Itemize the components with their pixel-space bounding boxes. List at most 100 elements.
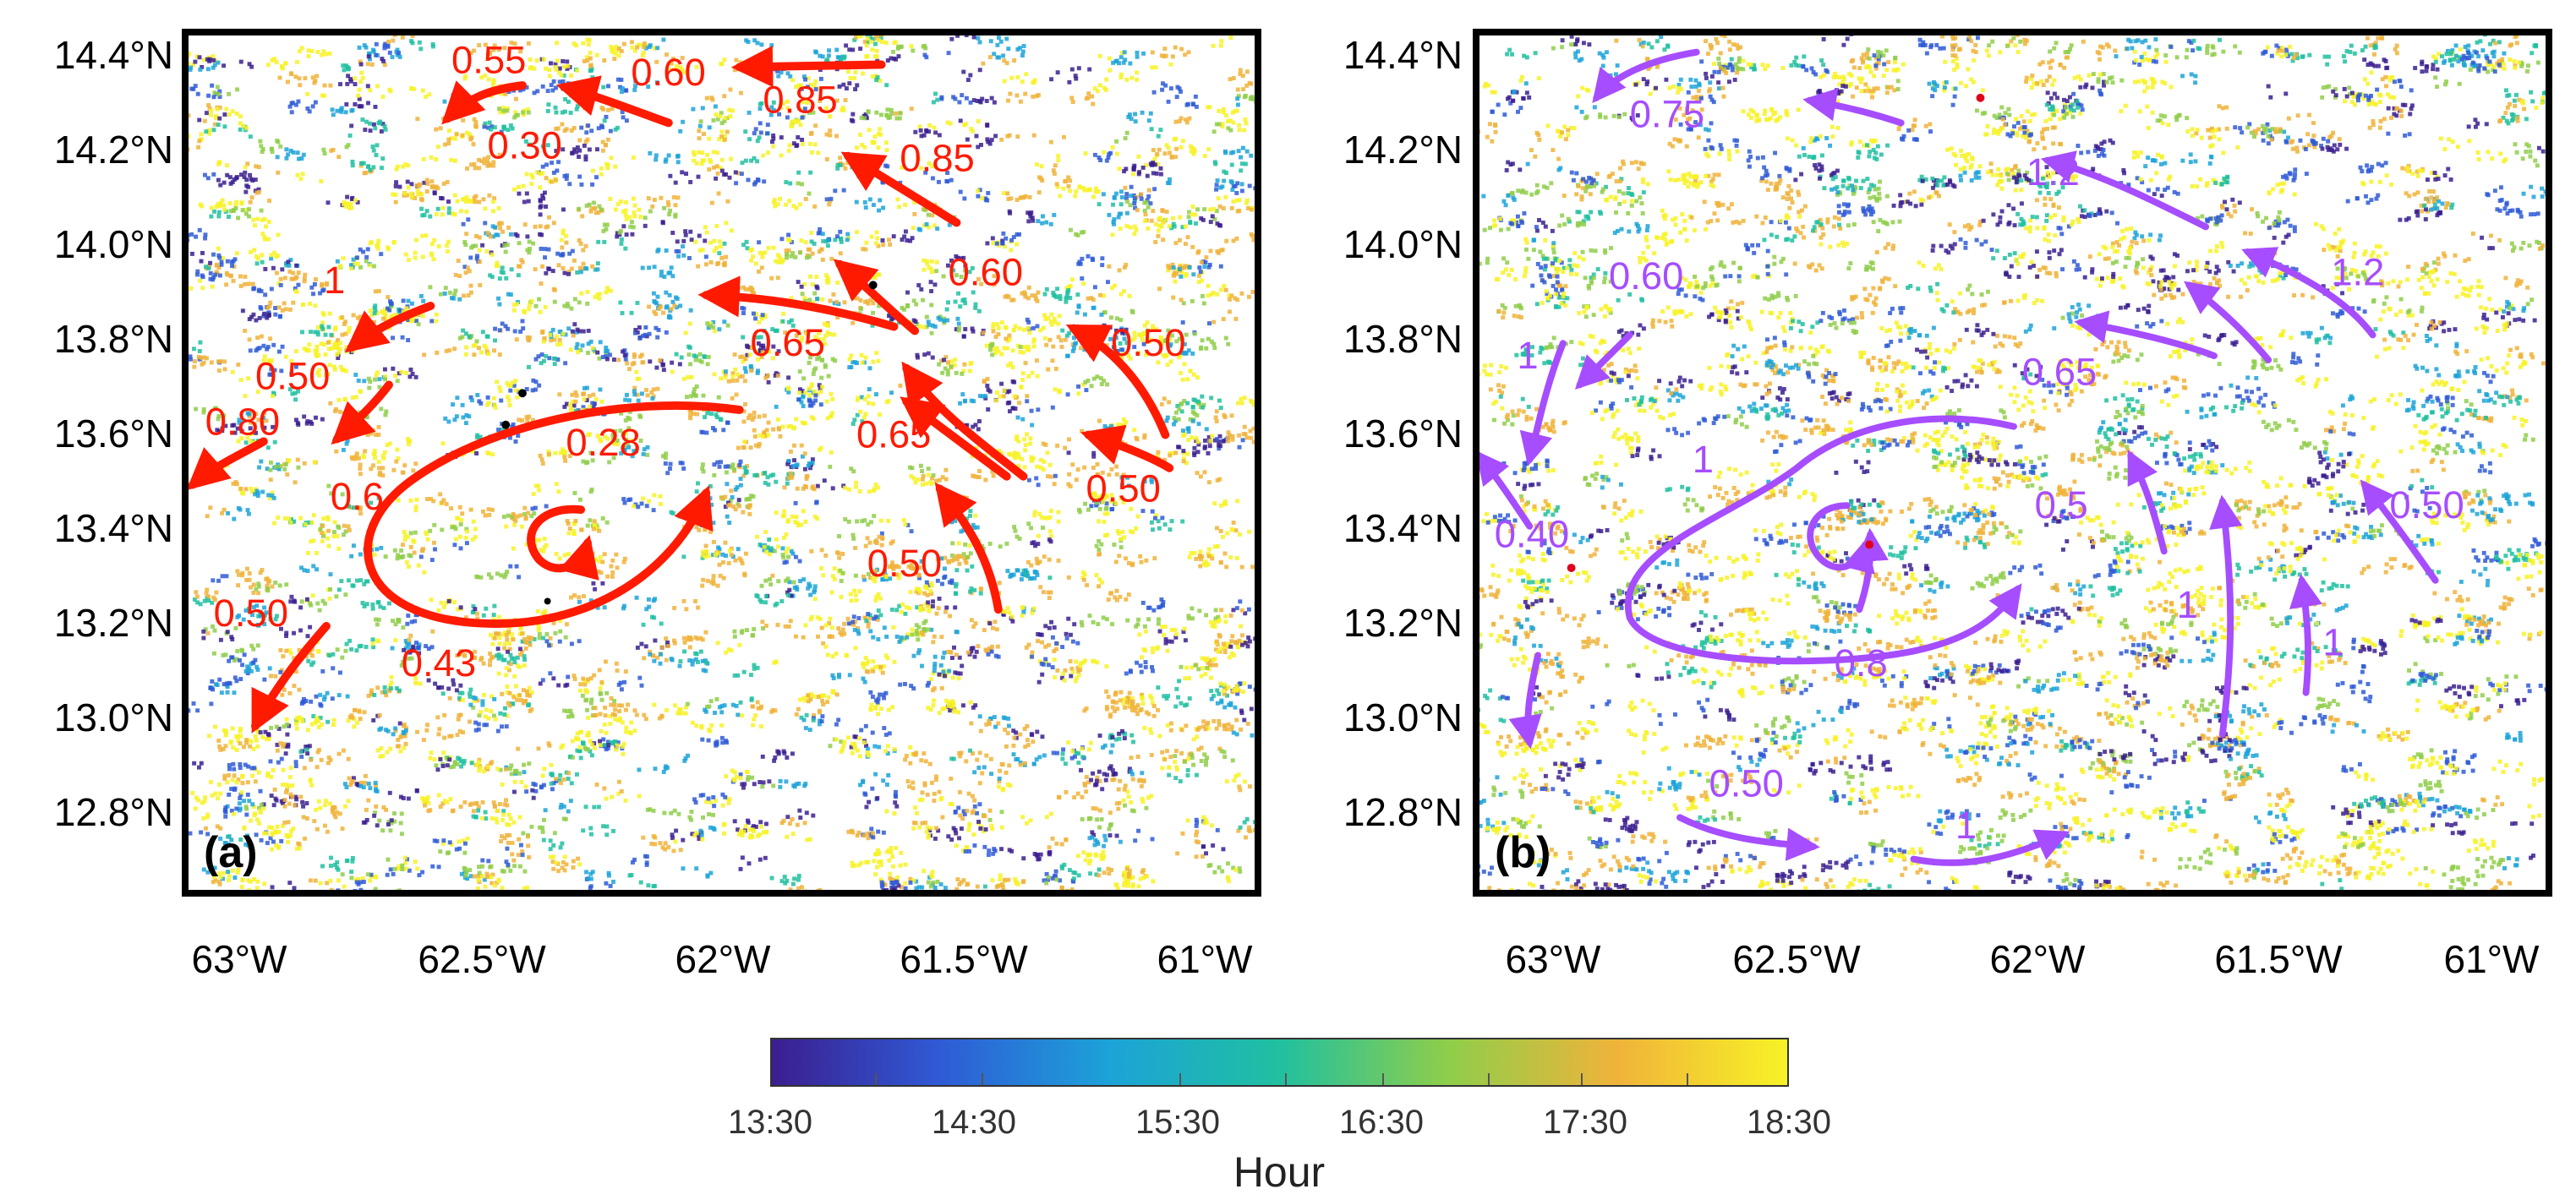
lightning-dot xyxy=(289,72,294,77)
lightning-dot xyxy=(1222,499,1228,504)
lightning-dot xyxy=(984,99,989,103)
lightning-dot xyxy=(524,789,529,794)
lightning-dot xyxy=(602,58,607,63)
lightning-dot xyxy=(662,275,667,279)
lightning-dot xyxy=(284,788,289,792)
lightning-dot xyxy=(1080,755,1086,760)
lightning-dot xyxy=(784,779,789,784)
lightning-dot xyxy=(1057,314,1062,319)
lightning-dot xyxy=(732,819,737,824)
lightning-dot xyxy=(255,879,260,884)
lightning-dot xyxy=(251,582,256,587)
lightning-dot xyxy=(725,514,730,519)
lightning-dot xyxy=(935,557,940,562)
lightning-dot xyxy=(999,450,1004,455)
lightning-dot xyxy=(806,463,811,468)
lightning-dot xyxy=(525,335,530,340)
lightning-dot xyxy=(627,215,632,220)
lightning-dot xyxy=(222,180,227,185)
lightning-dot xyxy=(506,225,511,230)
lightning-dot xyxy=(243,440,249,445)
lightning-dot xyxy=(392,548,397,553)
lightning-dot xyxy=(745,464,750,468)
lightning-dot xyxy=(205,514,210,519)
lightning-dot xyxy=(744,239,749,244)
lightning-dot xyxy=(1148,727,1153,732)
lightning-dot xyxy=(304,597,309,602)
lightning-dot xyxy=(849,365,854,369)
lightning-dot xyxy=(741,359,746,364)
lightning-dot xyxy=(968,100,973,105)
lightning-dot xyxy=(644,854,649,859)
lightning-dot xyxy=(630,232,635,237)
lightning-dot xyxy=(1250,400,1255,404)
lightning-dot xyxy=(1237,445,1242,450)
lightning-dot xyxy=(518,652,522,657)
lightning-dot xyxy=(376,432,381,437)
lightning-dot xyxy=(593,586,598,592)
lightning-dot xyxy=(407,564,411,569)
lightning-dot xyxy=(1108,823,1113,828)
lightning-dot xyxy=(865,35,870,41)
lightning-dot xyxy=(575,327,580,332)
lightning-dot xyxy=(1242,395,1247,401)
lightning-dot xyxy=(1206,726,1211,731)
lightning-dot xyxy=(779,153,784,158)
lightning-dot xyxy=(522,654,527,659)
lightning-dot xyxy=(871,301,876,306)
lightning-dot xyxy=(515,655,520,660)
lightning-dot xyxy=(287,263,292,268)
lightning-dot xyxy=(562,303,567,308)
lightning-dot xyxy=(861,71,866,76)
lightning-dot xyxy=(992,346,997,352)
lightning-dot xyxy=(1239,711,1244,716)
lightning-dot xyxy=(952,645,956,650)
lightning-dot xyxy=(293,74,298,79)
lightning-dot xyxy=(272,368,277,373)
lightning-dot xyxy=(746,777,750,782)
lightning-dot xyxy=(1216,614,1221,619)
lightning-dot xyxy=(963,263,968,268)
lightning-dot xyxy=(256,187,261,192)
lightning-dot xyxy=(512,115,517,120)
lightning-dot xyxy=(914,879,919,884)
lightning-dot xyxy=(216,214,222,219)
lightning-dot xyxy=(316,649,321,654)
lightning-dot xyxy=(590,264,595,269)
lightning-dot xyxy=(527,702,532,707)
lightning-dot xyxy=(1140,337,1145,342)
lightning-dot xyxy=(238,734,243,739)
lightning-dot xyxy=(1080,575,1086,580)
lightning-dot xyxy=(500,632,506,637)
lightning-dot xyxy=(208,779,213,784)
lightning-dot xyxy=(988,39,993,44)
lightning-dot xyxy=(624,200,629,205)
lightning-dot xyxy=(711,150,716,155)
lightning-dot xyxy=(468,162,473,167)
lightning-dot xyxy=(354,648,359,653)
lightning-dot xyxy=(496,656,501,661)
lightning-dot xyxy=(769,105,774,110)
lightning-dot xyxy=(1164,352,1169,357)
lightning-dot xyxy=(1094,854,1099,859)
lightning-dot xyxy=(785,815,790,820)
lightning-dot xyxy=(375,370,380,375)
lightning-dot xyxy=(1163,637,1168,642)
lightning-dot xyxy=(894,608,900,613)
lightning-dot xyxy=(1099,494,1104,499)
lightning-dot xyxy=(735,378,740,383)
lightning-dot xyxy=(846,735,850,740)
lightning-dot xyxy=(420,548,425,553)
lightning-dot xyxy=(238,378,243,383)
lightning-dot xyxy=(796,781,801,786)
lightning-dot xyxy=(1035,374,1040,379)
lightning-dot xyxy=(356,783,361,788)
lightning-dot xyxy=(1056,794,1061,799)
lightning-dot xyxy=(1007,451,1012,456)
lightning-dot xyxy=(1034,556,1039,561)
lightning-dot xyxy=(1168,337,1173,341)
lightning-dot xyxy=(198,340,203,345)
lightning-dot xyxy=(723,494,728,499)
lightning-dot xyxy=(1231,150,1236,155)
lightning-dot xyxy=(1217,723,1222,728)
